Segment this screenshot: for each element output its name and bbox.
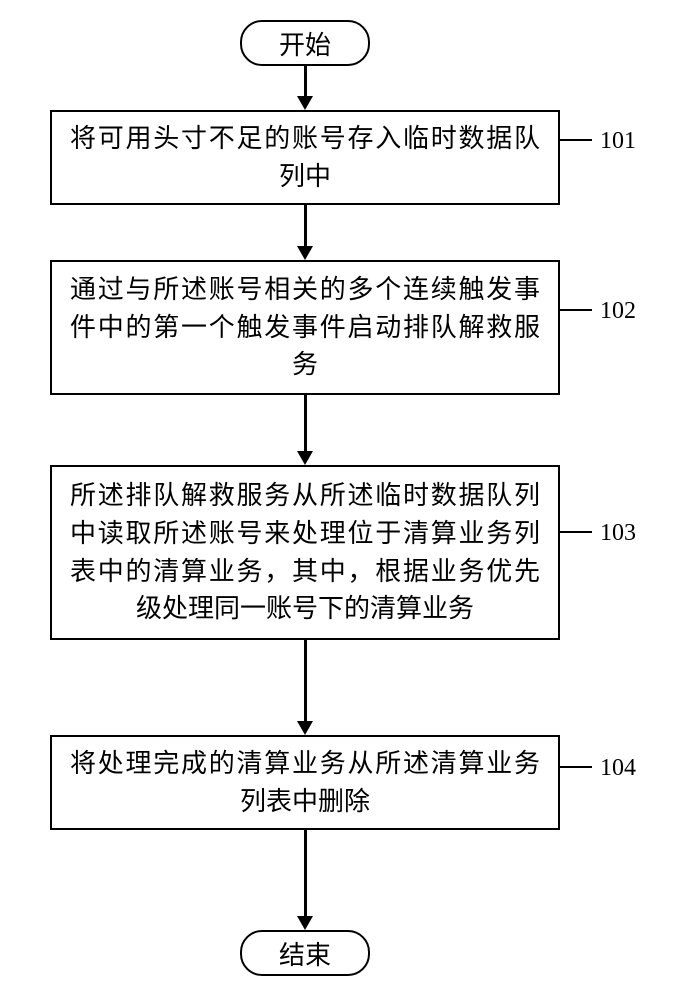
step-number-label: 101 [600, 128, 636, 155]
flow-arrow-head [297, 246, 313, 260]
step-number-label: 104 [600, 755, 636, 782]
flow-arrow-line [304, 830, 307, 918]
process-text-line: 表中的清算业务，其中，根据业务优先 [70, 553, 540, 591]
process-text-line: 通过与所述账号相关的多个连续触发事 [70, 271, 540, 309]
leader-line [560, 750, 602, 772]
process-text-line: 将处理完成的清算业务从所述清算业务 [70, 745, 540, 783]
process-text-line: 中读取所述账号来处理位于清算业务列 [70, 515, 540, 553]
flow-arrow-line [304, 640, 307, 723]
flow-arrow-line [304, 395, 307, 453]
leader-line [560, 515, 602, 537]
flow-arrow-head [297, 96, 313, 110]
flow-arrow-head [297, 721, 313, 735]
process-text-line: 级处理同一账号下的清算业务 [70, 590, 540, 628]
leader-line [560, 123, 602, 145]
process-text-line: 件中的第一个触发事件启动排队解救服 [70, 309, 540, 347]
terminator-label: 开始 [279, 25, 331, 62]
process-text-line: 列表中删除 [70, 783, 540, 821]
process-step-101: 将可用头寸不足的账号存入临时数据队列中 [50, 110, 560, 205]
flow-arrow-head [297, 916, 313, 930]
process-text-line: 所述排队解救服务从所述临时数据队列 [70, 477, 540, 515]
process-step-102: 通过与所述账号相关的多个连续触发事件中的第一个触发事件启动排队解救服务 [50, 260, 560, 395]
terminator-label: 结束 [279, 935, 331, 972]
process-text-line: 务 [70, 346, 540, 384]
step-number-label: 103 [600, 520, 636, 547]
step-number-label: 102 [600, 298, 636, 325]
process-text-line: 列中 [70, 158, 540, 196]
leader-line [560, 293, 602, 315]
start-terminator: 开始 [240, 20, 370, 66]
flow-arrow-head [297, 451, 313, 465]
flow-arrow-line [304, 205, 307, 248]
process-step-104: 将处理完成的清算业务从所述清算业务列表中删除 [50, 735, 560, 830]
end-terminator: 结束 [240, 930, 370, 976]
process-text-line: 将可用头寸不足的账号存入临时数据队 [70, 120, 540, 158]
process-step-103: 所述排队解救服务从所述临时数据队列中读取所述账号来处理位于清算业务列表中的清算业… [50, 465, 560, 640]
flow-arrow-line [304, 66, 307, 98]
